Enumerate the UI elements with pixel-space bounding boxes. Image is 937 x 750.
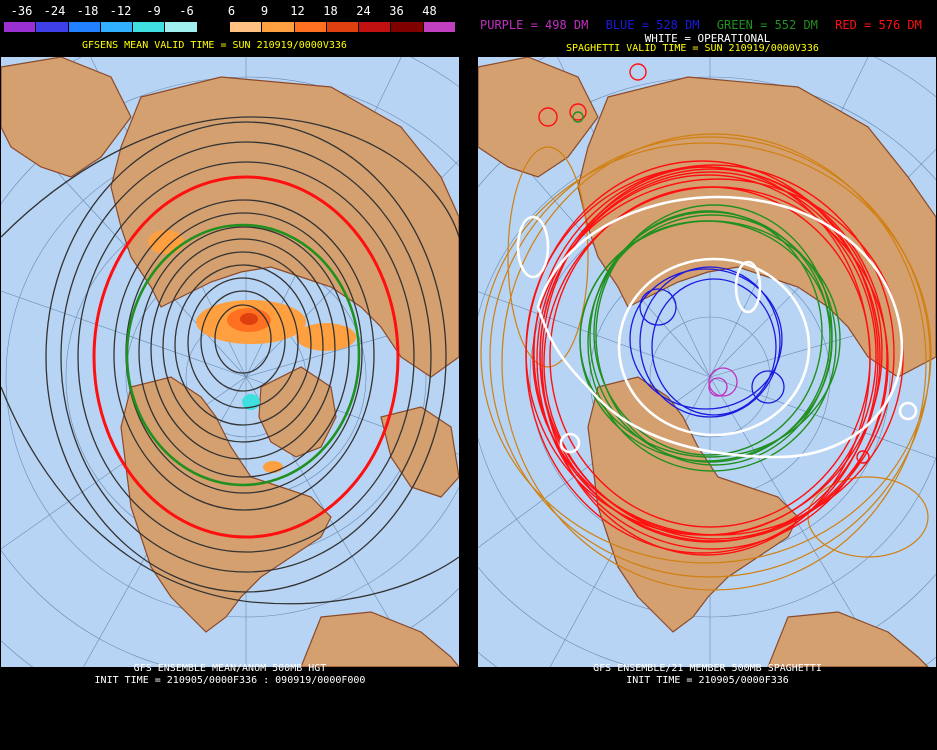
colorbar-swatches bbox=[4, 22, 456, 32]
land-masses bbox=[478, 57, 936, 667]
colorbar-label: 48 bbox=[422, 4, 437, 18]
purple-spaghetti bbox=[708, 367, 738, 397]
south-america-land bbox=[300, 611, 459, 667]
positive-anomaly bbox=[263, 461, 283, 473]
colorbar-swatch bbox=[100, 22, 134, 32]
ensemble-mean-svg bbox=[1, 57, 459, 667]
europe-land bbox=[380, 406, 459, 498]
colorbar-swatch bbox=[36, 22, 69, 32]
colorbar-label: -12 bbox=[109, 4, 132, 18]
colorbar-label: 6 bbox=[227, 4, 236, 18]
orange-spaghetti bbox=[480, 133, 932, 591]
ensemble-mean-map bbox=[1, 57, 459, 667]
right-panel: PURPLE = 498 DM BLUE = 528 DM GREEN = 55… bbox=[478, 0, 937, 750]
red-576-contour bbox=[92, 175, 400, 539]
colorbar-swatch bbox=[391, 22, 424, 32]
white-operational bbox=[516, 195, 918, 459]
positive-anomaly-max bbox=[240, 313, 258, 325]
left-panel: -36 -24 -18 -12 -9 -6 6 9 12 18 24 36 48… bbox=[0, 0, 460, 750]
legend-purple: PURPLE = 498 DM bbox=[480, 18, 589, 32]
colorbar-swatch bbox=[165, 22, 198, 32]
legend-blue: BLUE = 528 DM bbox=[605, 18, 700, 32]
positive-anomaly bbox=[148, 230, 184, 254]
north-america-land bbox=[120, 376, 332, 633]
colorbar-swatch bbox=[294, 22, 327, 32]
colorbar-label: 36 bbox=[389, 4, 404, 18]
spaghetti-legend: PURPLE = 498 DM BLUE = 528 DM GREEN = 55… bbox=[480, 18, 932, 32]
anomaly-colorbar: -36 -24 -18 -12 -9 -6 6 9 12 18 24 36 48 bbox=[4, 4, 456, 34]
colorbar-swatch bbox=[197, 22, 230, 32]
colorbar-swatch bbox=[133, 22, 166, 32]
colorbar-label: -36 bbox=[10, 4, 33, 18]
eurasia-land bbox=[577, 76, 936, 378]
colorbar-labels: -36 -24 -18 -12 -9 -6 6 9 12 18 24 36 48 bbox=[4, 4, 456, 20]
left-map-title: GFSENS MEAN VALID TIME = SUN 210919/0000… bbox=[82, 40, 347, 51]
green-552-contour bbox=[125, 223, 361, 487]
left-footer-line2: INIT TIME = 210905/0000F336 : 090919/000… bbox=[94, 675, 366, 686]
green-spaghetti bbox=[572, 111, 841, 472]
colorbar-label: 12 bbox=[290, 4, 305, 18]
colorbar-swatch bbox=[326, 22, 360, 32]
colorbar-label: -24 bbox=[43, 4, 66, 18]
legend-red: RED = 576 DM bbox=[835, 18, 922, 32]
colorbar-label: -18 bbox=[76, 4, 99, 18]
legend-green: GREEN = 552 DM bbox=[716, 18, 818, 32]
colorbar-swatch bbox=[68, 22, 101, 32]
right-footer-line2: INIT TIME = 210905/0000F336 bbox=[626, 675, 789, 686]
right-map-title: SPAGHETTI VALID TIME = SUN 210919/0000V3… bbox=[566, 43, 819, 54]
colorbar-swatch bbox=[229, 22, 263, 32]
height-contours bbox=[1, 116, 459, 605]
panel-separator bbox=[460, 0, 478, 750]
red-spaghetti bbox=[525, 63, 904, 556]
colorbar-swatch bbox=[4, 22, 37, 32]
spaghetti-map bbox=[478, 57, 936, 667]
colorbar-swatch bbox=[359, 22, 392, 32]
right-footer-line1: GFS ENSEMBLE/21 MEMBER 500MB SPAGHETTI bbox=[593, 663, 822, 674]
left-footer-line1: GFS ENSEMBLE MEAN/ANOM 500MB HGT bbox=[133, 663, 327, 674]
north-america-land bbox=[587, 376, 799, 633]
colorbar-label: -9 bbox=[146, 4, 161, 18]
legend-white-operational: WHITE = OPERATIONAL bbox=[644, 32, 771, 45]
land-masses bbox=[1, 57, 459, 667]
colorbar-label: 24 bbox=[356, 4, 371, 18]
northeast-asia-land bbox=[1, 57, 132, 178]
colorbar-label: -6 bbox=[179, 4, 194, 18]
northeast-asia-land bbox=[478, 57, 599, 178]
spaghetti-svg bbox=[478, 57, 936, 667]
colorbar-label: 9 bbox=[260, 4, 269, 18]
colorbar-swatch bbox=[262, 22, 295, 32]
blue-spaghetti bbox=[629, 266, 785, 418]
south-america-land bbox=[767, 611, 929, 667]
greenland-land bbox=[258, 366, 337, 458]
colorbar-label: 18 bbox=[323, 4, 338, 18]
colorbar-swatch bbox=[423, 22, 456, 32]
